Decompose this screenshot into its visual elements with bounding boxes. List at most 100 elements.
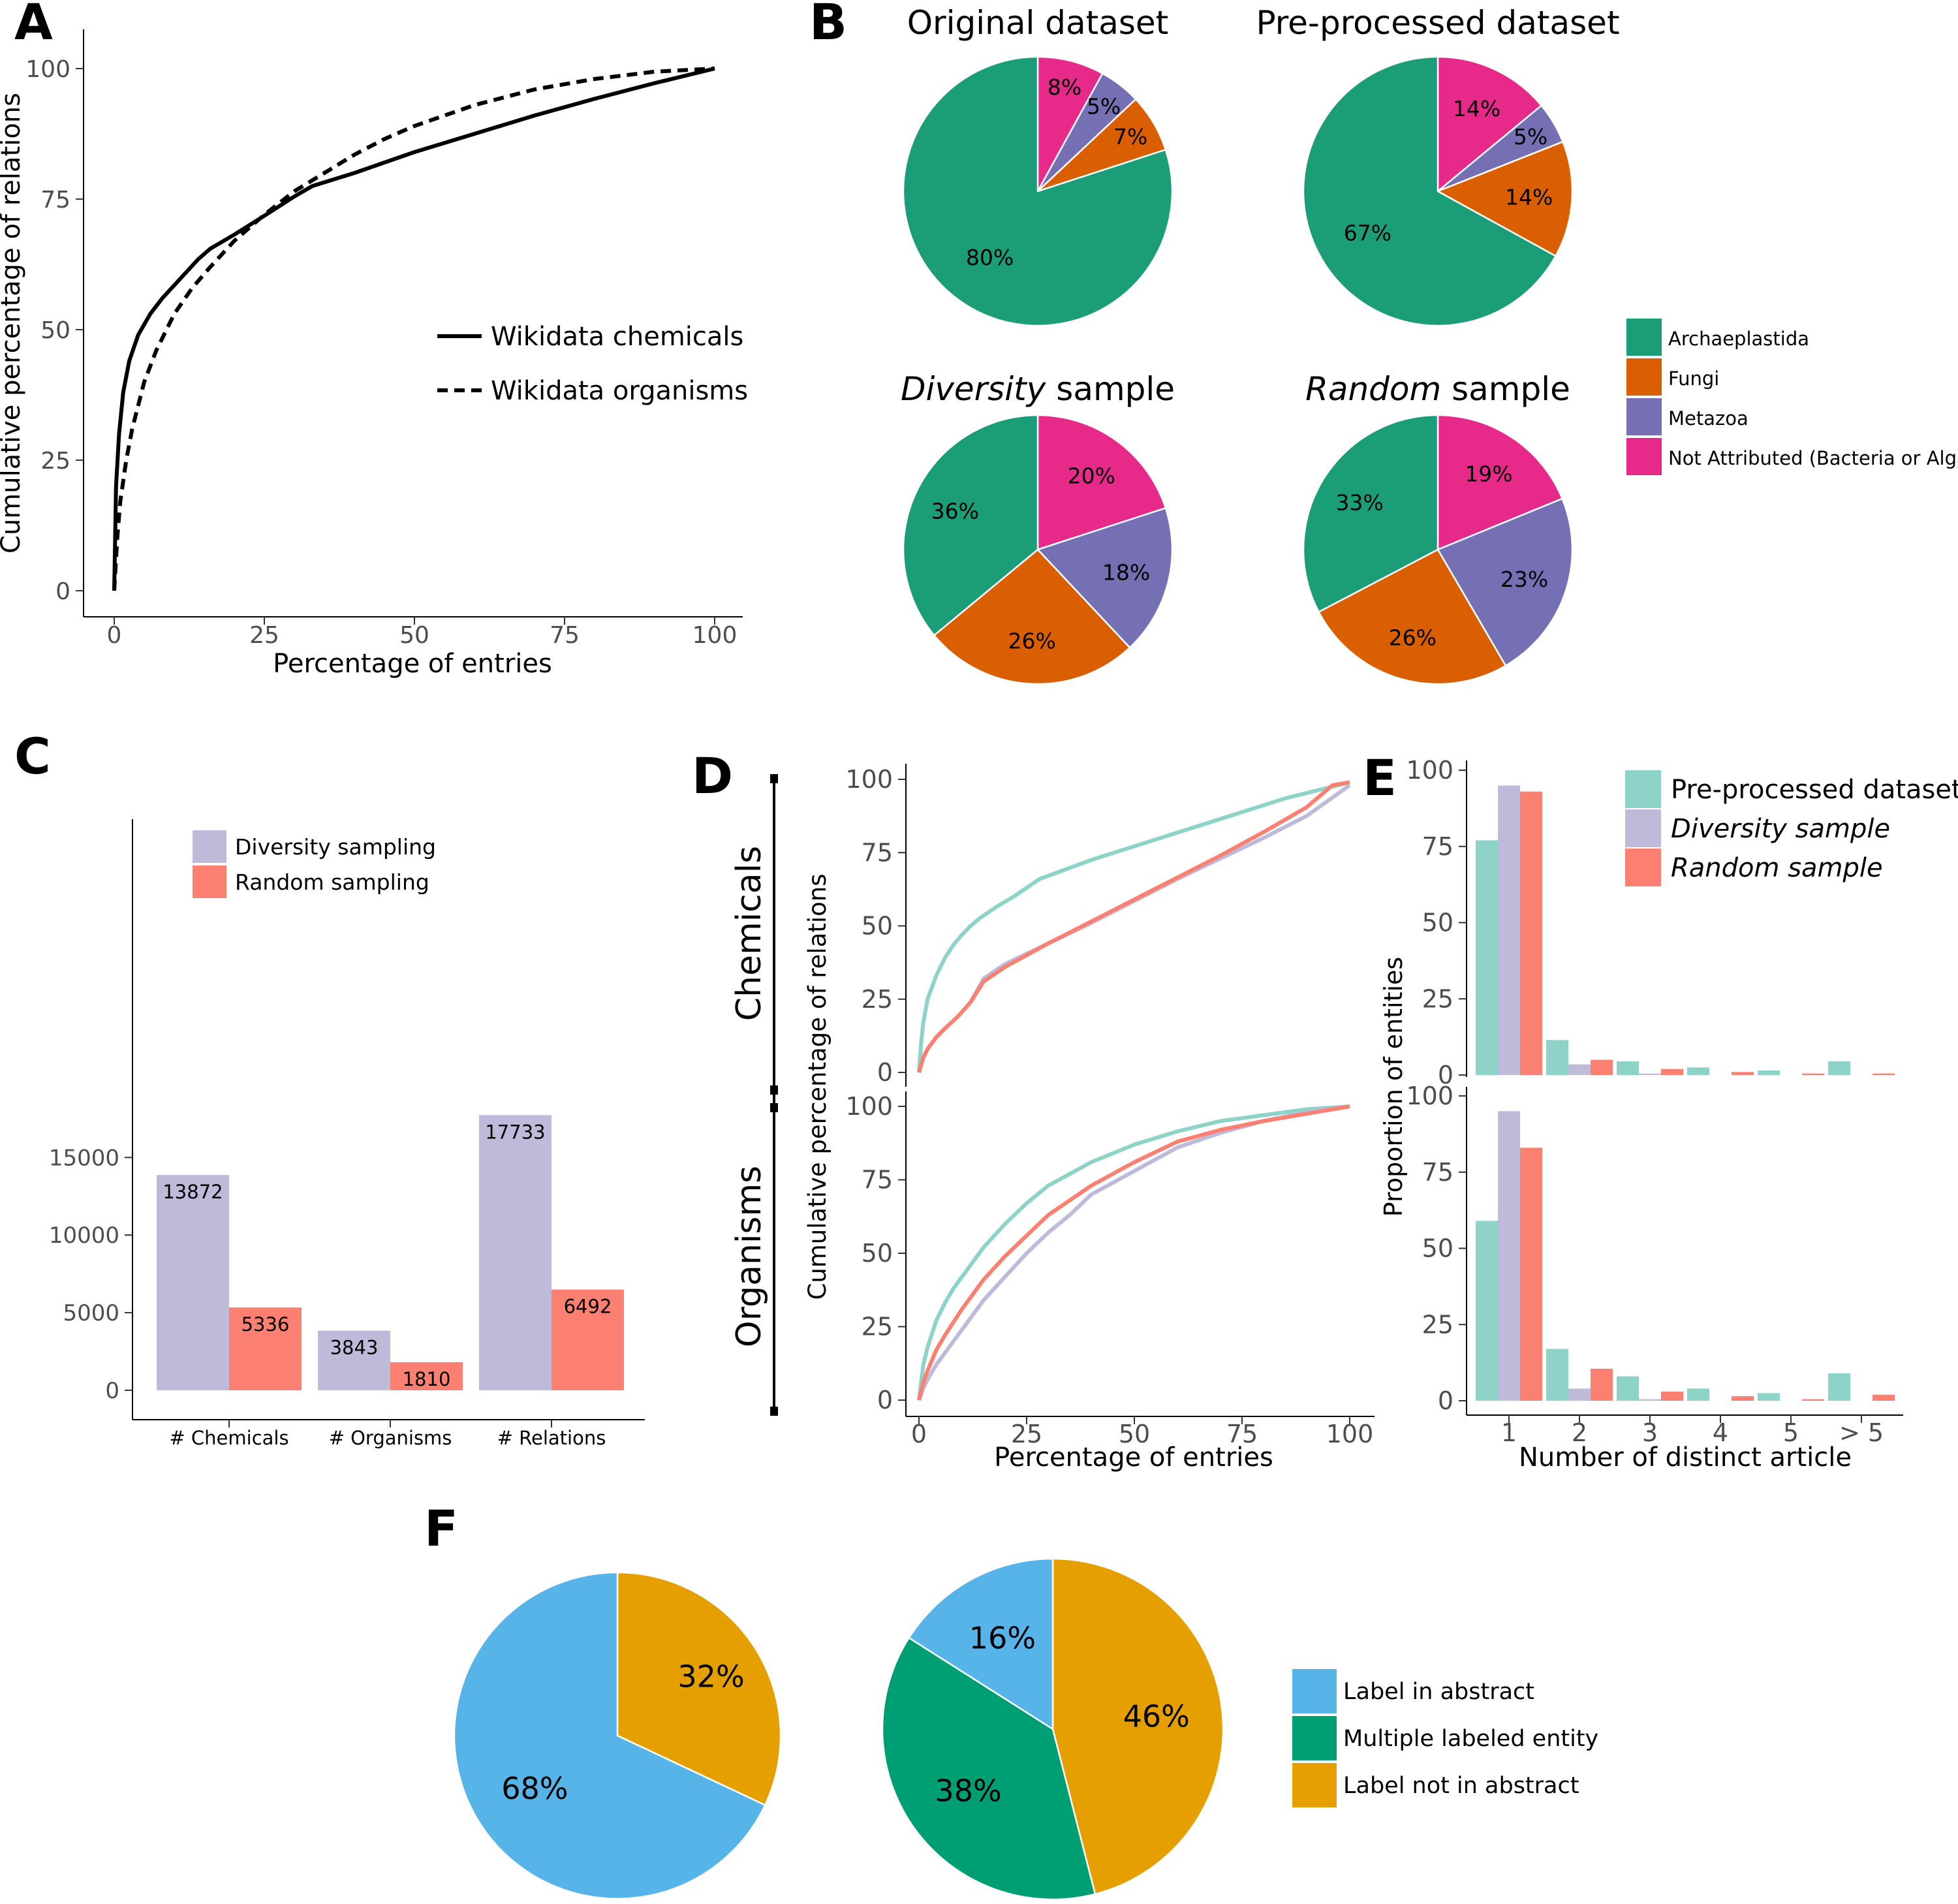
legend-label: Multiple labeled entity (1343, 1726, 1598, 1752)
series-line-chemicals (112, 67, 715, 591)
panel-f: 32% 68% 46% 38% 16% Label in abstract Multiple… (453, 1557, 1598, 1901)
y-tick-label: 50 (1422, 1234, 1453, 1263)
series-line-organisms (917, 1104, 1350, 1401)
pie-title: Original dataset (907, 4, 1169, 42)
bar (1476, 1221, 1498, 1401)
pie-b3-slice (1036, 414, 1167, 551)
bar (1732, 1072, 1754, 1075)
y-tick-label: 75 (40, 187, 70, 213)
x-axis-title: Percentage of entries (994, 1443, 1273, 1473)
panel-c: 0 5000 10000 15000 13872 5336 # Chemicals 3843 1… (49, 819, 645, 1449)
bar (1498, 1111, 1520, 1401)
legend-label: Pre-processed dataset (1671, 775, 1958, 805)
y-axis-title: Cumulative percentage of relations (0, 93, 26, 554)
panel-label-a: A (14, 0, 53, 51)
pie-title-text: Pre-processed dataset (1256, 4, 1619, 42)
legend-key (193, 830, 226, 863)
bar (1758, 1070, 1780, 1075)
bar (1546, 1349, 1568, 1401)
series-line-organisms (917, 1104, 1350, 1401)
pie-f1-slice-label: 68% (501, 1771, 568, 1806)
pie-title-text: Original dataset (907, 4, 1169, 42)
bar (1828, 1061, 1850, 1075)
bar (1520, 1147, 1542, 1401)
x-tick-label: 0 (107, 622, 122, 649)
pie-b4-slice (1302, 414, 1439, 614)
x-tick-label: # Relations (497, 1427, 606, 1449)
facet-bracket-end (770, 1407, 778, 1416)
bar (1617, 1061, 1639, 1075)
y-tick-label: 10000 (49, 1223, 119, 1249)
x-tick-label: 5 (1783, 1418, 1799, 1447)
bar (1568, 1064, 1591, 1075)
facet-bracket-end (770, 1103, 778, 1112)
x-tick-label: 50 (1119, 1420, 1150, 1448)
pie-f1-slice (616, 1571, 782, 1807)
legend-label: Archaeplastida (1668, 328, 1809, 350)
legend-key (1625, 849, 1661, 886)
bar-value-label: 17733 (485, 1121, 545, 1143)
pie-title: Pre-processed dataset (1256, 4, 1619, 42)
pie-f1-slice (453, 1571, 766, 1900)
bar (1687, 1388, 1709, 1401)
pie-b4-slice-label: 33% (1336, 490, 1384, 515)
panel-label-b: B (809, 0, 847, 51)
pie-b4-slice-label: 19% (1465, 461, 1512, 487)
pie-f2-slice-label: 16% (969, 1620, 1036, 1655)
y-tick-label: 25 (862, 985, 893, 1014)
y-tick-label: 75 (862, 838, 893, 867)
legend-key (1292, 1763, 1337, 1807)
legend-label: Not Attributed (Bacteria or Algae) (1668, 447, 1958, 469)
pie-b4-slice-label: 26% (1389, 625, 1437, 650)
pie-b2-slice-label: 67% (1344, 221, 1391, 246)
legend-label: Wikidata organisms (491, 376, 748, 406)
legend-key (1626, 358, 1662, 396)
bar-value-label: 3843 (330, 1337, 379, 1359)
bar (1873, 1073, 1895, 1075)
x-tick-label: 50 (399, 622, 429, 649)
panel-label-e: E (1363, 749, 1397, 807)
bar (1520, 791, 1542, 1075)
x-tick-label: 2 (1572, 1418, 1587, 1447)
y-axis-title: Proportion of entities (1379, 957, 1408, 1217)
pie-b3-slice-label: 36% (931, 498, 979, 523)
legend-label: Label not in abstract (1343, 1773, 1579, 1799)
legend-key (1625, 770, 1661, 808)
bar-random (390, 1362, 463, 1390)
x-tick-label: 25 (1011, 1420, 1042, 1448)
x-axis-title: Number of distinct article (1519, 1443, 1852, 1473)
x-tick-label: 25 (249, 622, 279, 649)
bar-random (229, 1307, 302, 1390)
y-tick-label: 100 (845, 1092, 893, 1121)
panel-label-f: F (424, 1499, 458, 1557)
legend-key (1292, 1716, 1337, 1760)
y-tick-label: 100 (1406, 756, 1453, 785)
legend-key (1625, 809, 1661, 847)
y-tick-label: 100 (845, 765, 893, 794)
y-tick-label: 15000 (49, 1145, 119, 1171)
pie-f2-slice (881, 1636, 1096, 1901)
bar (1732, 1396, 1754, 1401)
x-tick-label: # Chemicals (169, 1427, 288, 1449)
legend-key (193, 866, 226, 898)
bar (1873, 1394, 1895, 1401)
pie-b3-slice (1036, 507, 1173, 649)
pie-f2-slice-label: 38% (935, 1773, 1001, 1809)
legend-label: Fungi (1668, 367, 1719, 390)
pie-title: Random sample (1305, 370, 1570, 408)
bar (1661, 1391, 1683, 1401)
x-tick-label: 100 (1326, 1420, 1374, 1448)
pie-b3-slice-label: 20% (1068, 463, 1115, 489)
bar-value-label: 1810 (403, 1368, 451, 1390)
bar (1828, 1373, 1850, 1401)
pie-title: Diversity sample (901, 370, 1175, 408)
x-tick-label: 4 (1713, 1418, 1728, 1447)
legend-key (1626, 398, 1662, 435)
bar (1758, 1393, 1780, 1401)
pie-b2-slice (1302, 55, 1557, 327)
pie-b3-slice-label: 26% (1008, 629, 1056, 654)
facet-label-organisms: Organisms (730, 1166, 769, 1348)
bar-value-label: 6492 (564, 1296, 612, 1318)
bar (1687, 1067, 1709, 1075)
